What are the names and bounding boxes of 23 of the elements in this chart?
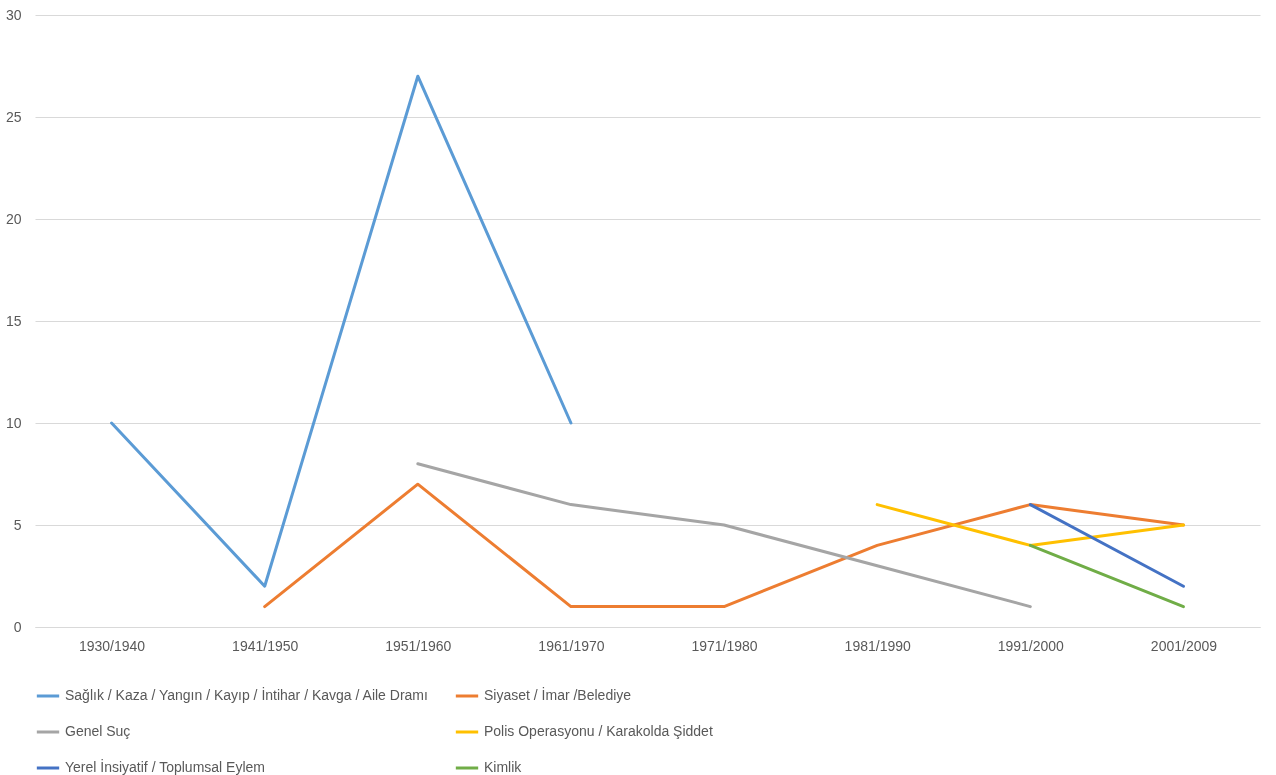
x-tick-label: 1930/1940 [78, 637, 146, 654]
x-tick-label: 1961/1970 [538, 637, 605, 654]
y-tick-label: 15 [5, 312, 22, 329]
y-tick-label: 25 [5, 108, 22, 125]
y-tick-label: 0 [13, 618, 22, 635]
line-series [416, 462, 1032, 609]
x-tick-label: 1981/1990 [844, 637, 911, 654]
y-tick-label: 5 [13, 516, 22, 533]
x-tick-label: 1971/1980 [691, 637, 758, 654]
legend-label: Sağlık / Kaza / Yangın / Kayıp / İntihar / Kavga / Aile Dramı [65, 686, 428, 703]
x-tick-label: 2001/2009 [1150, 637, 1218, 654]
y-tick-label: 30 [5, 6, 22, 23]
legend-label: Polis Operasyonu / Karakolda Şiddet [484, 723, 713, 739]
legend-label: Kimlik [484, 759, 523, 775]
legend-label: Siyaset / İmar /Belediye [484, 686, 632, 703]
x-tick-label: 1951/1960 [385, 637, 452, 654]
y-tick-label: 10 [5, 414, 22, 431]
x-tick-label: 1991/2000 [997, 637, 1065, 654]
line-series [263, 482, 1185, 609]
legend-label: Genel Suç [65, 723, 131, 739]
x-tick-label: 1941/1950 [232, 637, 299, 654]
legend-label: Yerel İnsiyatif / Toplumsal Eylem [65, 758, 265, 775]
y-tick-label: 20 [5, 210, 22, 227]
